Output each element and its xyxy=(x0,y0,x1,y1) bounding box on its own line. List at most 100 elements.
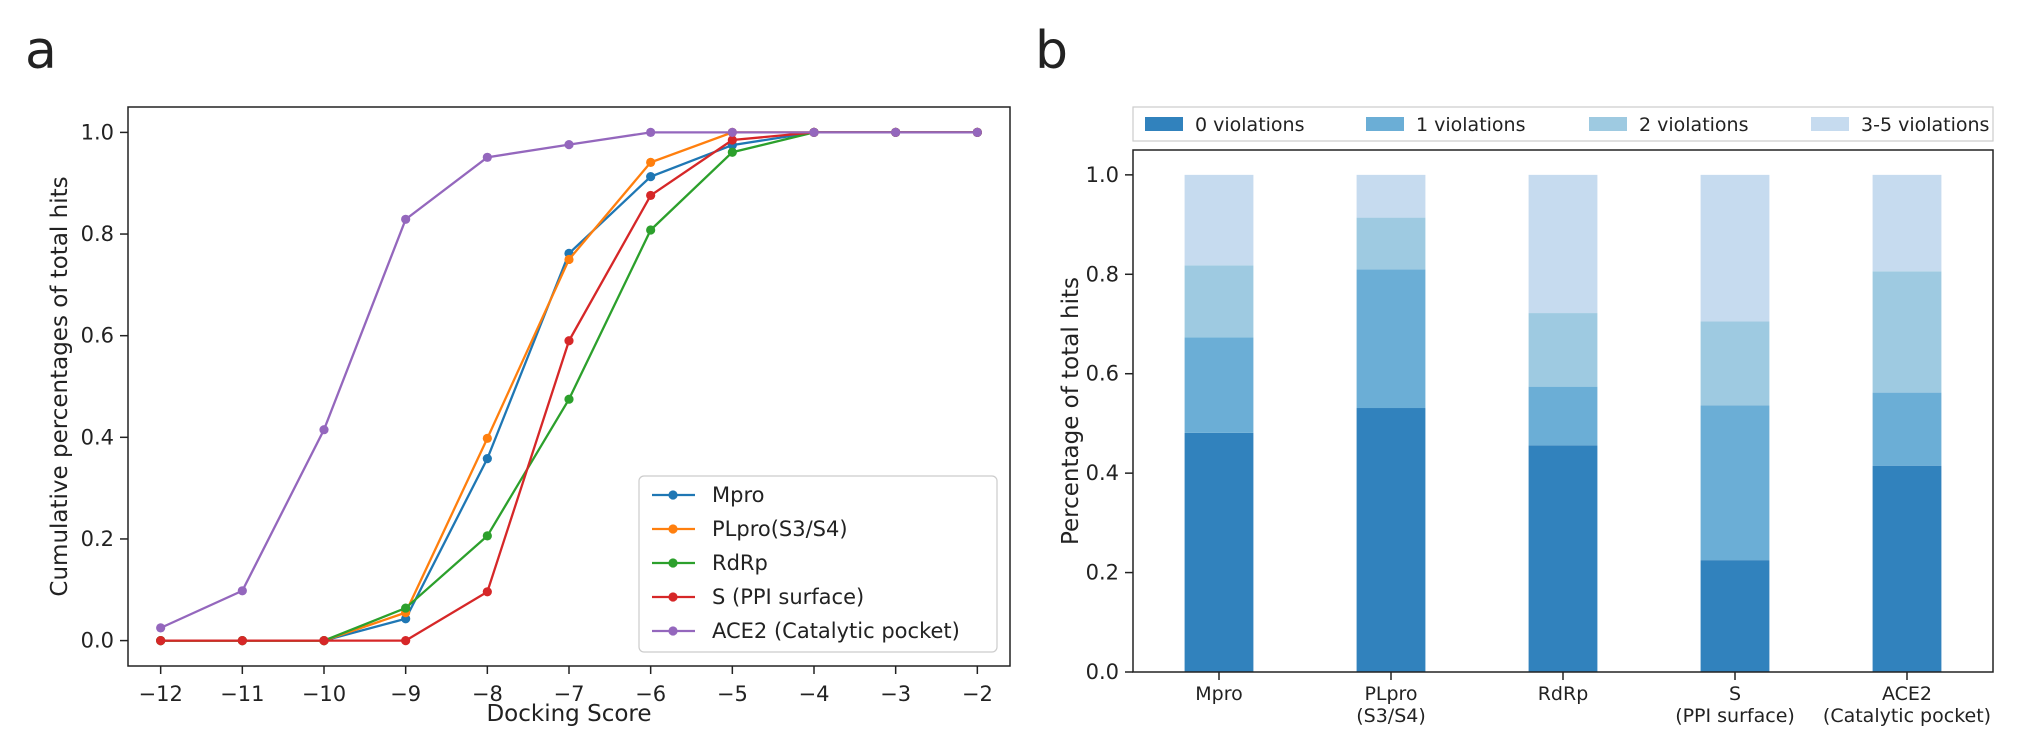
data-point xyxy=(156,635,166,646)
bar-segment xyxy=(1700,560,1770,672)
data-point xyxy=(319,425,329,435)
data-point xyxy=(237,586,247,596)
legend-entry: ACE2 (Catalytic pocket) xyxy=(712,619,960,643)
legend-entry: RdRp xyxy=(712,551,768,575)
bar-segment xyxy=(1872,392,1942,466)
bar-segment xyxy=(1184,265,1254,338)
x-tick-label: −12 xyxy=(139,682,183,706)
y-tick-label: 0.0 xyxy=(81,629,114,653)
bar-segment xyxy=(1700,174,1770,322)
legend-box xyxy=(638,475,998,653)
x-tick-label: −2 xyxy=(962,682,993,706)
bar-segment xyxy=(1356,269,1426,409)
data-point xyxy=(727,135,737,145)
bar-segment xyxy=(1528,313,1598,387)
y-tick-label: 1.0 xyxy=(1086,163,1119,187)
data-point xyxy=(727,147,737,157)
y-tick-label: 0.2 xyxy=(1086,561,1119,585)
bar-segment xyxy=(1872,174,1942,272)
y-tick-label: 0.4 xyxy=(81,425,114,449)
x-tick-label: −6 xyxy=(635,682,666,706)
data-point xyxy=(482,587,492,597)
x-tick-label: −7 xyxy=(554,682,585,706)
data-point xyxy=(482,152,492,162)
legend-swatch-marker xyxy=(668,524,678,534)
data-point xyxy=(646,225,656,235)
data-point xyxy=(482,531,492,541)
legend-entry: 1 violations xyxy=(1416,114,1526,136)
legend-swatch xyxy=(1145,117,1183,131)
bar-segment xyxy=(1872,465,1942,672)
legend-swatch xyxy=(1366,117,1404,131)
data-point xyxy=(646,157,656,167)
bar-segment xyxy=(1184,174,1254,266)
category-label: RdRp xyxy=(1538,683,1589,705)
x-axis-label: Docking Score xyxy=(486,701,651,727)
legend-swatch xyxy=(1811,117,1849,131)
bar-segment xyxy=(1700,405,1770,561)
data-point xyxy=(972,127,982,138)
legend-swatch-marker xyxy=(668,626,678,636)
data-point xyxy=(891,127,901,138)
y-tick-label: 0.6 xyxy=(81,324,114,348)
y-tick-label: 1.0 xyxy=(81,120,114,144)
data-point xyxy=(564,394,574,404)
data-point xyxy=(564,336,574,346)
y-tick-label: 0.0 xyxy=(1086,660,1119,684)
data-point xyxy=(482,433,492,443)
data-point xyxy=(809,127,819,138)
bar-segment xyxy=(1184,432,1254,672)
plot-frame xyxy=(1132,149,1994,673)
x-tick-label: −3 xyxy=(880,682,911,706)
data-point xyxy=(401,635,411,646)
data-point xyxy=(482,454,492,464)
bar-segment xyxy=(1528,445,1598,672)
data-point xyxy=(237,635,247,646)
line-chart-panel-a: 0.0 0.2 0.4 0.6 0.8 1.0 −12 −11 −10 −9 −8 −7 −6 −5 −4 −… xyxy=(47,106,1011,727)
y-axis-label: Percentage of total hits xyxy=(1058,277,1084,545)
legend-swatch xyxy=(1589,117,1627,131)
legend-swatch-marker xyxy=(668,558,678,568)
x-tick-label: −10 xyxy=(302,682,346,706)
data-point xyxy=(646,127,656,138)
data-point xyxy=(727,127,737,138)
legend-entry: 3-5 violations xyxy=(1861,114,1989,136)
bar-segment xyxy=(1700,321,1770,406)
legend-entry: S (PPI surface) xyxy=(712,585,864,609)
legend-swatch-marker xyxy=(668,490,678,500)
legend-entry: 0 violations xyxy=(1195,114,1305,136)
category-label: (PPI surface) xyxy=(1675,705,1795,727)
data-point xyxy=(401,603,411,613)
bar-segment xyxy=(1356,408,1426,672)
legend-swatch-marker xyxy=(668,592,678,602)
bar-segment xyxy=(1872,271,1942,393)
bar-segment xyxy=(1184,337,1254,433)
data-point xyxy=(156,623,166,633)
x-tick-label: −8 xyxy=(472,682,503,706)
plot-frame xyxy=(127,106,1011,667)
y-tick-label: 0.4 xyxy=(1086,461,1119,485)
category-label: Mpro xyxy=(1195,683,1242,705)
category-label: (Catalytic pocket) xyxy=(1823,705,1991,727)
data-point xyxy=(564,140,574,150)
legend-entry: 2 violations xyxy=(1639,114,1749,136)
bar-segment xyxy=(1356,217,1426,270)
category-label: PLpro xyxy=(1364,683,1417,705)
panel-label-b: b xyxy=(1035,21,1068,81)
x-tick-label: −5 xyxy=(717,682,748,706)
bar-segment xyxy=(1528,174,1598,314)
category-label: ACE2 xyxy=(1882,683,1932,705)
panel-label-a: a xyxy=(25,21,57,81)
legend-box xyxy=(1132,106,1994,142)
category-label: (S3/S4) xyxy=(1356,705,1426,727)
data-point xyxy=(646,190,656,201)
data-point xyxy=(646,172,656,182)
legend-entry: Mpro xyxy=(712,483,764,507)
bar-segment xyxy=(1356,174,1426,218)
category-label: S xyxy=(1729,683,1741,705)
legend-entry: PLpro(S3/S4) xyxy=(712,517,848,541)
y-axis-label: Cumulative percentages of total hits xyxy=(47,176,73,596)
x-tick-label: −11 xyxy=(220,682,264,706)
